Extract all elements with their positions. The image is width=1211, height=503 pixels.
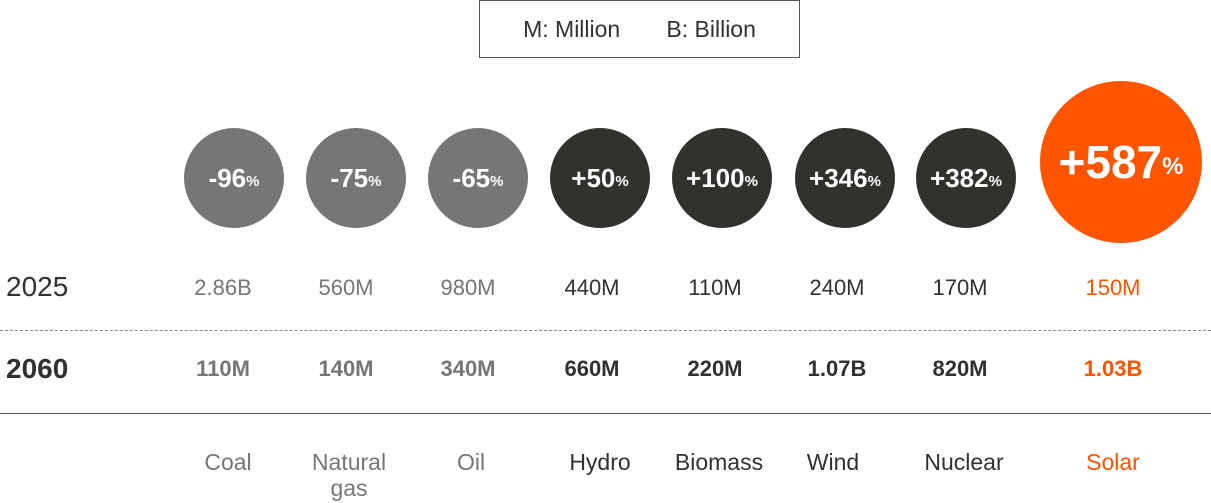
change-circle: +50% <box>550 128 650 228</box>
value-label: 980M <box>440 275 496 300</box>
value-label: 440M <box>564 275 620 300</box>
category-label: Biomass <box>674 449 764 475</box>
change-number: -65 <box>452 162 491 193</box>
change-circle: +382% <box>916 128 1016 228</box>
change-circle: +100% <box>672 128 772 228</box>
change-unit: % <box>1162 153 1184 180</box>
change-number: +382 <box>930 162 989 193</box>
category-label: Coal <box>204 449 252 475</box>
change-unit: % <box>744 172 758 190</box>
change-unit: % <box>867 172 881 190</box>
change-unit: % <box>988 172 1002 190</box>
change-circle: -96% <box>184 128 284 228</box>
change-unit: % <box>615 172 629 190</box>
value-label: 560M <box>318 275 374 300</box>
legend-item: B: Billion <box>666 15 756 42</box>
change-unit: % <box>490 172 504 190</box>
row-label: 2060 <box>6 353 69 384</box>
change-number: -75 <box>330 162 369 193</box>
change-number: +346 <box>809 162 868 193</box>
change-unit: % <box>368 172 382 190</box>
value-label: 110M <box>196 356 250 381</box>
value-label: 820M <box>932 356 988 381</box>
value-label: 150M <box>1085 275 1141 300</box>
category-label: Nuclear <box>924 449 1004 475</box>
category-label: Natural gas <box>311 449 387 501</box>
row-divider <box>0 330 1211 331</box>
change-circle: -65% <box>428 128 528 228</box>
row-label: 2025 <box>6 271 69 302</box>
change-number: +587 <box>1058 136 1163 188</box>
value-label: 660M <box>564 356 620 381</box>
legend: M: Million B: Billion <box>479 0 800 58</box>
value-label: 1.07B <box>807 356 867 381</box>
value-label: 240M <box>809 275 865 300</box>
value-label: 170M <box>932 275 988 300</box>
change-number: +100 <box>686 162 745 193</box>
value-label: 110M <box>688 275 742 300</box>
value-label: 220M <box>687 356 743 381</box>
change-number: +50 <box>571 162 616 193</box>
value-label: 2.86B <box>194 275 252 300</box>
change-circle: +346% <box>795 128 895 228</box>
value-label: 340M <box>440 356 496 381</box>
change-number: -96 <box>208 162 247 193</box>
change-circle: -75% <box>306 128 406 228</box>
category-label: Hydro <box>569 449 631 475</box>
value-label: 140M <box>318 356 374 381</box>
category-label: Oil <box>456 449 486 475</box>
legend-item: M: Million <box>523 15 621 42</box>
category-label: Solar <box>1086 449 1140 475</box>
change-unit: % <box>246 172 260 190</box>
value-label: 1.03B <box>1083 356 1143 381</box>
category-label: Wind <box>806 449 860 475</box>
baseline <box>0 413 1211 414</box>
change-circle: +587% <box>1040 81 1202 243</box>
